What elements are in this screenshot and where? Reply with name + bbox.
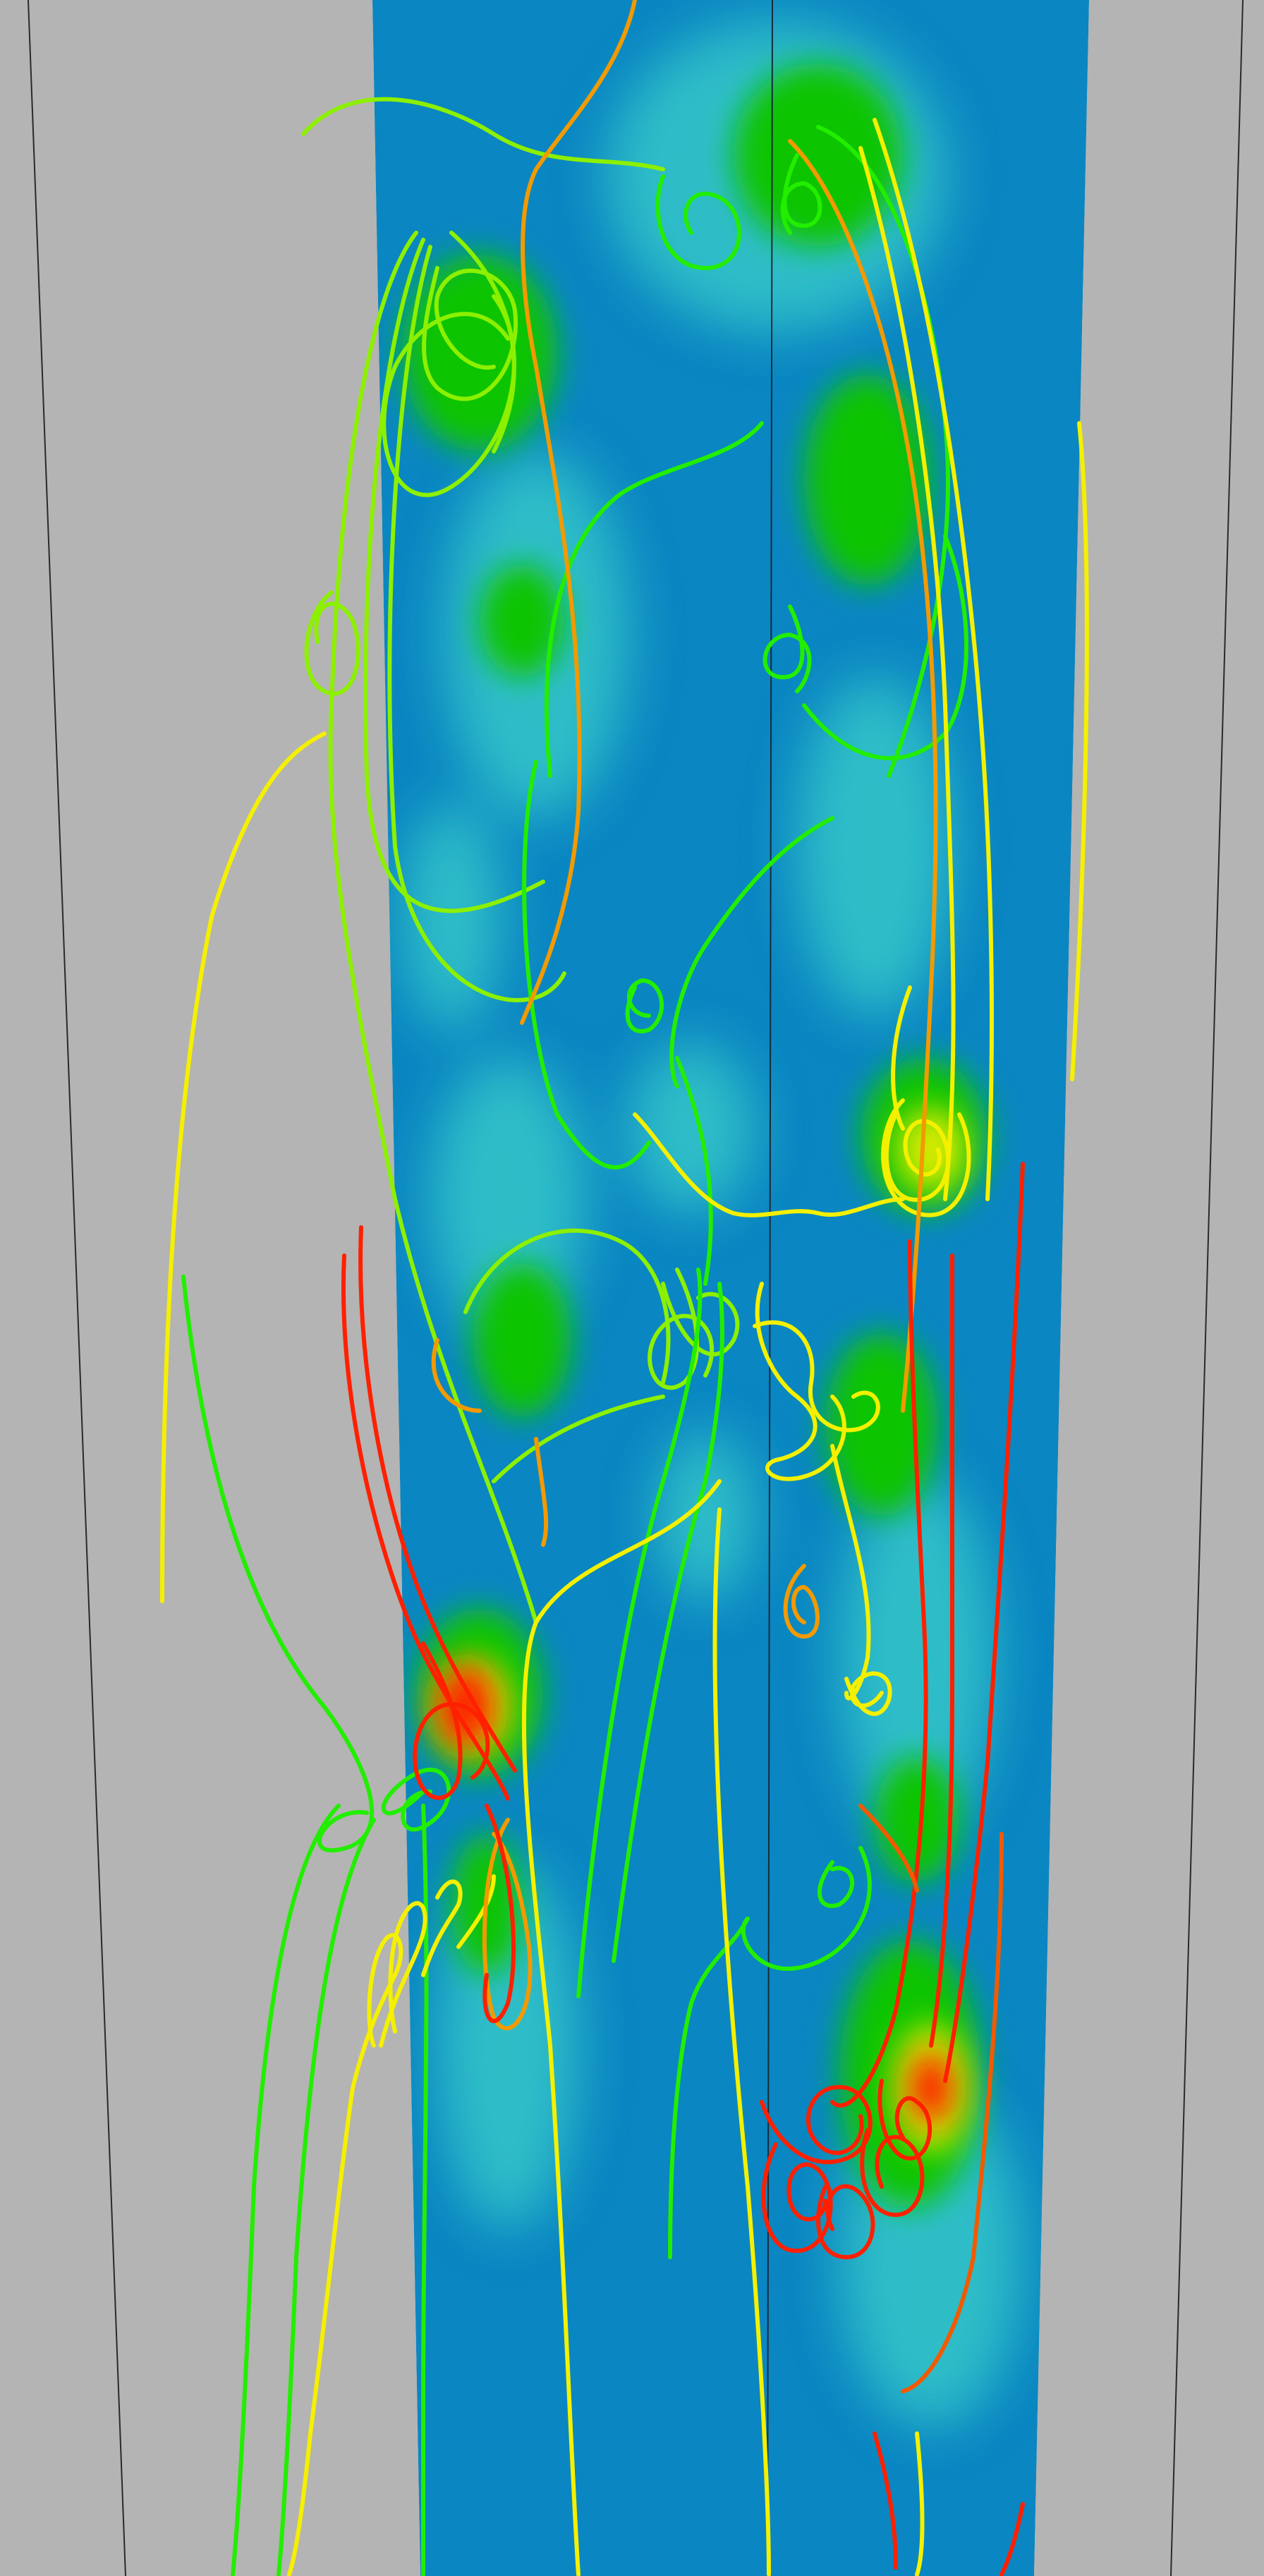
- slice-center-line: [767, 0, 773, 2576]
- streamlines-red: [341, 1162, 1025, 2576]
- streamlines-orange: [431, 0, 938, 2031]
- streamlines-yellow: [160, 118, 1089, 2576]
- slice-cyan-haze: [402, 21, 1023, 2426]
- right-outer-edge: [1170, 0, 1244, 2576]
- streamlines-redorange: [858, 1804, 1004, 2393]
- left-outer-edge: [28, 0, 126, 2576]
- streamlines-lime: [301, 97, 740, 1624]
